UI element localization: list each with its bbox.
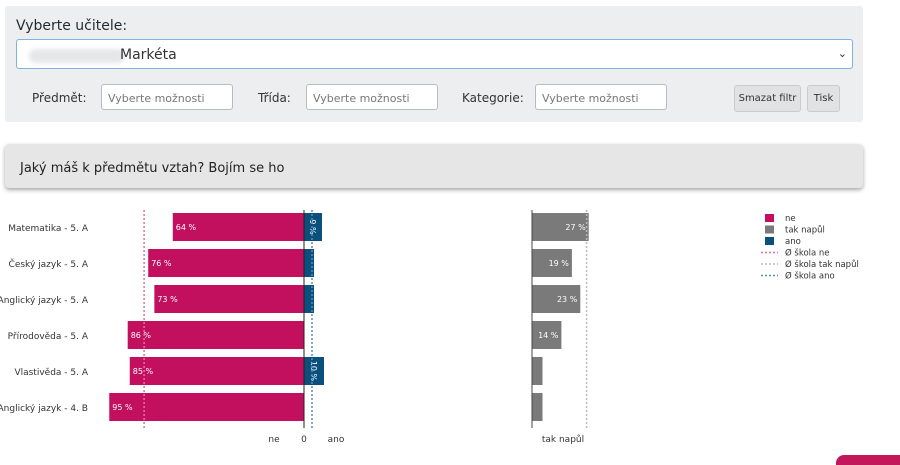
legend-label-1: tak napůl bbox=[785, 225, 825, 236]
legend-swatch-0 bbox=[765, 214, 774, 222]
bar-ne-0 bbox=[172, 213, 304, 241]
bar-ano-0 bbox=[304, 213, 322, 241]
question-title: Jaký máš k předmětu vztah? Bojím se ho bbox=[20, 161, 285, 176]
bar-ne-5 bbox=[109, 393, 304, 421]
bar-ne-label-2: 73 % bbox=[157, 295, 178, 304]
bar-tak-napul-label-3: 14 % bbox=[538, 331, 559, 340]
bar-ano-2 bbox=[304, 285, 314, 313]
bar-ano-4 bbox=[304, 357, 324, 385]
filter-panel: Vyberte učitele: Markéta ⌄ Předmět: Vybe… bbox=[5, 6, 863, 122]
filter-title: Vyberte učitele: bbox=[16, 18, 128, 34]
axis-label-tak-napul: tak napůl bbox=[542, 434, 584, 445]
bar-ne-label-3: 86 % bbox=[131, 331, 152, 340]
category-label-1: Český jazyk - 5. A bbox=[9, 258, 89, 270]
legend-swatch-1 bbox=[765, 225, 774, 234]
bar-ne-1 bbox=[148, 249, 304, 277]
legend-label-2: ano bbox=[785, 237, 801, 247]
chevron-down-icon[interactable]: ⌄ bbox=[837, 47, 847, 60]
bar-tak-napul-3 bbox=[532, 321, 562, 349]
legend-label-4: Ø škola tak napůl bbox=[785, 259, 859, 270]
category-label-0: Matematika - 5. A bbox=[8, 224, 89, 234]
axis-label-ano: ano bbox=[328, 435, 345, 445]
trida-select[interactable]: Vyberte možnosti bbox=[306, 84, 438, 110]
category-label-4: Vlastivěda - 5. A bbox=[14, 368, 88, 378]
bar-tak-napul-5 bbox=[532, 393, 543, 421]
print-button[interactable]: Tisk bbox=[807, 85, 840, 112]
bar-ano-label-4: 10 % bbox=[309, 361, 318, 382]
legend-label-0: ne bbox=[785, 214, 796, 224]
clear-filter-button[interactable]: Smazat filtr bbox=[734, 85, 801, 112]
bar-tak-napul-4 bbox=[532, 357, 543, 385]
predmet-label: Předmět: bbox=[32, 91, 87, 105]
chart: Matematika - 5. A64 %9 %27 %Český jazyk … bbox=[0, 210, 859, 445]
category-label-2: Anglický jazyk - 5. A bbox=[0, 296, 89, 306]
bar-ano-1 bbox=[304, 249, 314, 277]
category-label-5: Anglický jazyk - 4. B bbox=[0, 404, 88, 414]
bar-ne-3 bbox=[127, 321, 304, 349]
kategorie-select[interactable]: Vyberte možnosti bbox=[535, 84, 667, 110]
bar-ne-2 bbox=[154, 285, 304, 313]
question-card: Jaký máš k předmětu vztah? Bojím se ho bbox=[5, 144, 863, 188]
bar-ne-4 bbox=[129, 357, 304, 385]
bar-tak-napul-1 bbox=[532, 249, 572, 277]
bar-tak-napul-2 bbox=[532, 285, 581, 313]
category-label-3: Přírodověda - 5. A bbox=[8, 332, 89, 342]
trida-label: Třída: bbox=[258, 91, 291, 105]
bar-tak-napul-label-1: 19 % bbox=[549, 259, 570, 268]
teacher-select-value: Markéta bbox=[120, 47, 177, 63]
corner-badge[interactable] bbox=[836, 455, 900, 465]
bar-tak-napul-label-0: 27 % bbox=[565, 223, 586, 232]
bar-ne-label-0: 64 % bbox=[176, 223, 197, 232]
bar-tak-napul-0 bbox=[532, 213, 589, 241]
predmet-select[interactable]: Vyberte možnosti bbox=[101, 84, 233, 110]
legend-label-3: Ø škola ne bbox=[785, 248, 830, 259]
kategorie-label: Kategorie: bbox=[462, 91, 524, 105]
axis-label-zero: 0 bbox=[301, 435, 307, 445]
bar-ne-label-1: 76 % bbox=[151, 259, 172, 268]
bar-ne-label-4: 85 % bbox=[133, 367, 154, 376]
bar-ne-label-5: 95 % bbox=[112, 403, 133, 412]
legend-label-5: Ø škola ano bbox=[785, 271, 835, 282]
redacted-surname bbox=[29, 49, 125, 63]
bar-tak-napul-label-2: 23 % bbox=[557, 295, 578, 304]
axis-label-ne: ne bbox=[268, 435, 280, 445]
legend-swatch-2 bbox=[765, 237, 774, 245]
teacher-select[interactable]: Markéta ⌄ bbox=[16, 39, 853, 69]
